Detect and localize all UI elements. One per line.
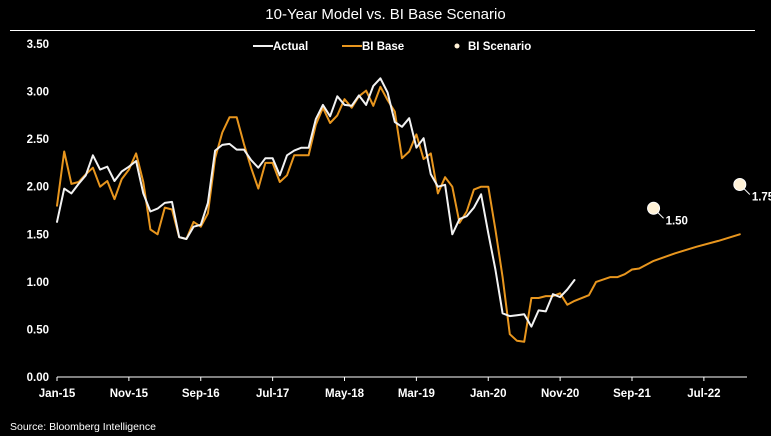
x-tick-label: Jan-15 xyxy=(39,388,76,400)
y-tick-label: 3.00 xyxy=(27,87,49,99)
y-tick-label: 1.00 xyxy=(27,277,49,289)
x-tick-label: Jul-22 xyxy=(687,388,720,400)
scenario-point-label: 1.75 xyxy=(752,192,771,204)
scenario-point xyxy=(733,178,747,191)
x-tick-label: Jan-20 xyxy=(470,388,506,400)
x-tick-label: Sep-21 xyxy=(613,388,651,400)
y-tick-label: 0.00 xyxy=(27,372,49,384)
y-tick-label: 1.50 xyxy=(27,229,49,241)
x-tick-label: May-18 xyxy=(325,388,365,400)
scenario-point xyxy=(647,201,661,215)
series-lines xyxy=(56,77,741,343)
y-tick-label: 3.50 xyxy=(27,39,49,51)
legend-swatch xyxy=(454,43,460,49)
legend-label: Actual xyxy=(273,41,308,53)
chart-title: 10-Year Model vs. BI Base Scenario xyxy=(265,6,506,23)
y-tick-label: 2.50 xyxy=(27,134,49,146)
x-tick-label: Jul-17 xyxy=(256,388,289,400)
y-tick-label: 2.00 xyxy=(27,182,49,194)
x-tick-label: Sep-16 xyxy=(182,388,220,400)
y-tick-label: 0.50 xyxy=(27,324,49,336)
title-divider xyxy=(10,30,755,31)
line-chart: Actual BI Base BI Scenario 0.00 0.50 1.00 1.5… xyxy=(27,39,771,400)
y-axis-ticks: 0.00 0.50 1.00 1.50 2.00 2.50 3.00 3.50 xyxy=(27,39,49,384)
series-actual-line xyxy=(56,77,576,328)
legend-label: BI Base xyxy=(362,41,404,53)
x-tick-label: Mar-19 xyxy=(398,388,435,400)
x-tick-label: Nov-15 xyxy=(110,388,149,400)
x-axis-ticks: Jan-15 Nov-15 Sep-16 Jul-17 May-18 Mar-19 Jan-… xyxy=(39,377,721,400)
legend-label: BI Scenario xyxy=(468,41,531,53)
x-tick-label: Nov-20 xyxy=(541,388,579,400)
scenario-points: 1.50 1.75 xyxy=(647,178,771,227)
source-note: Source: Bloomberg Intelligence xyxy=(10,421,156,433)
chart-legend: Actual BI Base BI Scenario xyxy=(253,41,531,53)
scenario-point-label: 1.50 xyxy=(666,215,688,227)
